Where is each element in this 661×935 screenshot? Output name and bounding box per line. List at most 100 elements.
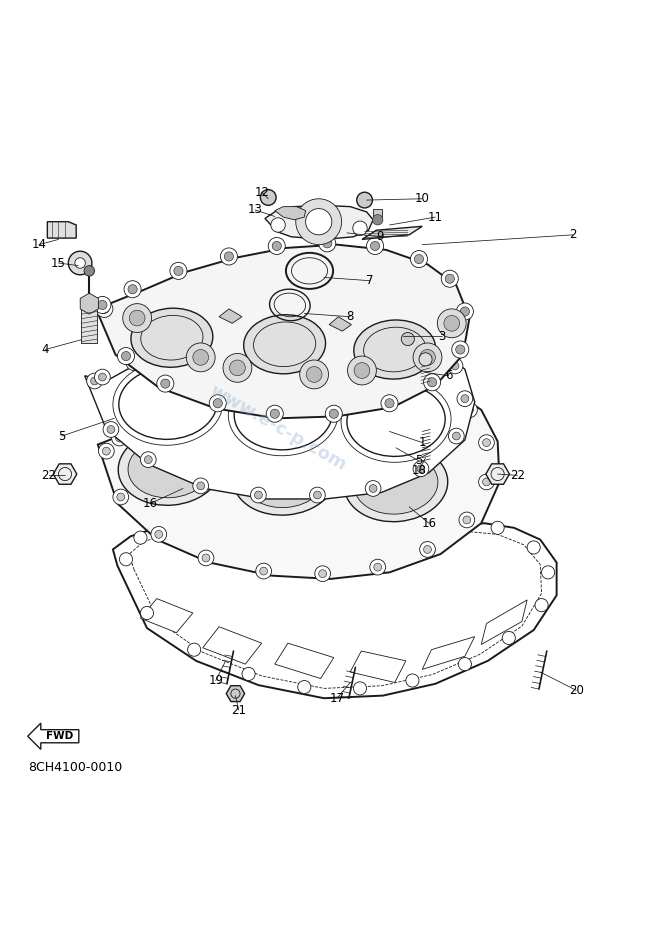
Polygon shape xyxy=(81,309,97,343)
Circle shape xyxy=(389,520,403,533)
Ellipse shape xyxy=(131,309,213,367)
Text: 22: 22 xyxy=(41,468,56,482)
Circle shape xyxy=(337,520,350,533)
Polygon shape xyxy=(422,637,475,669)
Circle shape xyxy=(451,341,469,358)
Text: 19: 19 xyxy=(208,674,223,687)
Circle shape xyxy=(541,566,555,579)
Circle shape xyxy=(130,310,145,326)
Text: 4: 4 xyxy=(42,343,49,356)
Text: 9: 9 xyxy=(376,230,383,243)
Circle shape xyxy=(353,221,368,236)
Circle shape xyxy=(220,248,237,265)
Circle shape xyxy=(140,607,153,620)
Circle shape xyxy=(144,408,160,423)
Circle shape xyxy=(369,559,385,575)
Circle shape xyxy=(366,481,381,496)
Circle shape xyxy=(413,461,429,477)
Circle shape xyxy=(266,405,284,423)
Circle shape xyxy=(448,428,464,444)
Ellipse shape xyxy=(354,320,436,379)
Circle shape xyxy=(210,395,226,411)
Circle shape xyxy=(372,214,383,225)
Circle shape xyxy=(270,410,280,418)
Text: 16: 16 xyxy=(421,517,436,530)
Text: 14: 14 xyxy=(31,238,46,252)
Circle shape xyxy=(271,218,286,232)
Polygon shape xyxy=(80,294,98,314)
Circle shape xyxy=(179,340,187,348)
Polygon shape xyxy=(48,222,76,238)
Circle shape xyxy=(442,521,455,535)
Text: 5: 5 xyxy=(415,454,422,468)
Circle shape xyxy=(116,434,124,442)
Circle shape xyxy=(295,199,342,245)
Circle shape xyxy=(186,343,215,372)
Text: 22: 22 xyxy=(510,468,525,482)
Polygon shape xyxy=(226,685,245,701)
Circle shape xyxy=(128,284,137,294)
Circle shape xyxy=(102,447,110,455)
Circle shape xyxy=(155,530,163,539)
Circle shape xyxy=(483,439,490,447)
Circle shape xyxy=(193,389,209,405)
Polygon shape xyxy=(265,206,373,239)
Circle shape xyxy=(424,545,432,554)
Circle shape xyxy=(98,300,107,309)
Circle shape xyxy=(491,521,504,535)
Circle shape xyxy=(251,381,259,390)
Text: 3: 3 xyxy=(438,330,446,343)
Circle shape xyxy=(117,493,125,501)
Circle shape xyxy=(309,487,325,503)
Polygon shape xyxy=(203,626,262,664)
Circle shape xyxy=(348,367,364,383)
Circle shape xyxy=(96,300,113,317)
Text: 8: 8 xyxy=(346,310,354,324)
Circle shape xyxy=(352,372,360,380)
Text: 13: 13 xyxy=(248,204,262,216)
Circle shape xyxy=(414,254,424,264)
Circle shape xyxy=(254,491,262,499)
Polygon shape xyxy=(275,207,305,220)
Text: 11: 11 xyxy=(428,210,443,223)
Circle shape xyxy=(479,435,494,451)
Circle shape xyxy=(326,317,342,333)
Circle shape xyxy=(180,525,193,539)
Circle shape xyxy=(397,375,405,383)
Circle shape xyxy=(174,266,183,276)
Ellipse shape xyxy=(118,430,221,505)
Text: www.e-c-p.com: www.e-c-p.com xyxy=(206,381,350,475)
Text: 10: 10 xyxy=(415,193,430,206)
Polygon shape xyxy=(486,464,510,484)
Circle shape xyxy=(463,516,471,524)
Circle shape xyxy=(256,563,272,579)
Circle shape xyxy=(325,405,342,423)
Circle shape xyxy=(268,237,286,254)
Circle shape xyxy=(299,360,329,389)
Circle shape xyxy=(126,354,141,370)
Circle shape xyxy=(229,360,245,376)
Polygon shape xyxy=(481,600,527,644)
Text: 5: 5 xyxy=(58,429,65,442)
Circle shape xyxy=(170,263,187,280)
Circle shape xyxy=(410,251,428,267)
Circle shape xyxy=(84,266,95,276)
Circle shape xyxy=(357,193,372,208)
Circle shape xyxy=(297,371,313,387)
Circle shape xyxy=(459,512,475,527)
Text: 18: 18 xyxy=(412,465,426,477)
Circle shape xyxy=(112,430,128,446)
Polygon shape xyxy=(113,524,557,698)
Circle shape xyxy=(120,553,133,566)
Circle shape xyxy=(401,333,414,346)
Circle shape xyxy=(94,296,111,313)
Polygon shape xyxy=(362,226,422,239)
Circle shape xyxy=(118,348,135,365)
Circle shape xyxy=(214,398,222,408)
Circle shape xyxy=(113,489,129,505)
Circle shape xyxy=(424,374,441,391)
Polygon shape xyxy=(275,643,334,679)
Circle shape xyxy=(225,325,241,341)
Circle shape xyxy=(98,373,106,381)
Circle shape xyxy=(202,554,210,562)
